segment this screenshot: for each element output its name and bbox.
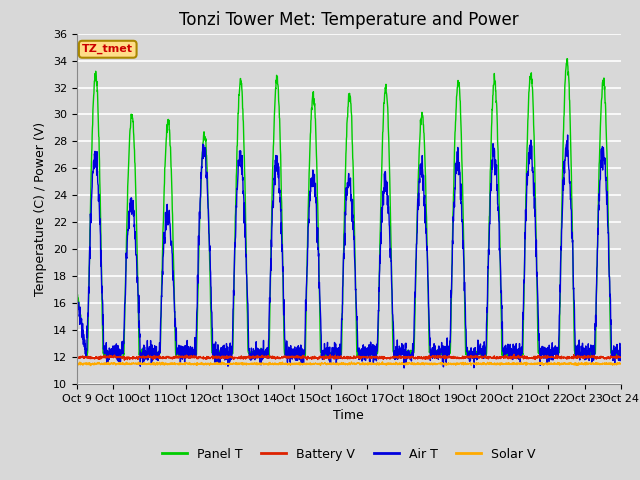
Line: Panel T: Panel T [77,59,621,358]
Text: TZ_tmet: TZ_tmet [82,44,133,54]
Air T [507,348,515,354]
Solar V [87,363,95,369]
Solar V [617,361,625,367]
Air T [570,272,577,278]
Air T [564,132,572,138]
Solar V [73,360,81,366]
Battery V [73,355,81,361]
Air T [225,359,232,364]
Line: Battery V: Battery V [77,354,621,360]
Battery V [510,351,518,357]
Air T [400,365,408,371]
Battery V [376,355,384,360]
Battery V [225,354,232,360]
Line: Air T: Air T [77,135,621,368]
Solar V [225,361,232,367]
Air T [376,260,384,266]
Panel T [225,350,232,356]
Solar V [376,361,384,367]
X-axis label: Time: Time [333,409,364,422]
Solar V [379,359,387,365]
Battery V [120,357,128,363]
Panel T [500,355,508,360]
Air T [73,292,81,298]
Panel T [584,349,592,355]
Air T [365,354,372,360]
Solar V [508,361,515,367]
Line: Solar V: Solar V [77,362,621,366]
Solar V [365,361,372,367]
Battery V [617,355,625,360]
Solar V [584,360,592,366]
Air T [584,341,592,347]
Battery V [365,354,372,360]
Panel T [507,353,515,359]
Y-axis label: Temperature (C) / Power (V): Temperature (C) / Power (V) [35,122,47,296]
Panel T [617,349,625,355]
Panel T [564,56,572,62]
Title: Tonzi Tower Met: Temperature and Power: Tonzi Tower Met: Temperature and Power [179,11,518,29]
Solar V [570,361,577,367]
Battery V [507,356,515,361]
Air T [617,346,625,351]
Panel T [376,233,384,239]
Panel T [570,279,577,285]
Battery V [570,355,577,360]
Panel T [365,349,372,355]
Panel T [73,288,81,294]
Legend: Panel T, Battery V, Air T, Solar V: Panel T, Battery V, Air T, Solar V [157,443,541,466]
Battery V [584,354,592,360]
